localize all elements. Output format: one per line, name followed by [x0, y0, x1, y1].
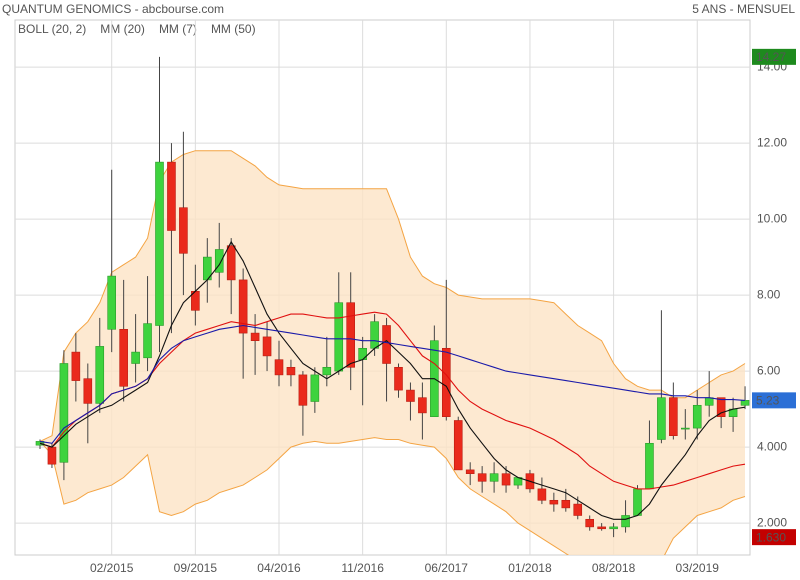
candle-body — [633, 488, 642, 516]
candle-body — [370, 321, 379, 349]
y-tick-label: 4.000 — [757, 439, 787, 453]
legend-entry: MM (50) — [211, 22, 256, 36]
candle-body — [704, 397, 714, 406]
x-tick-label: 01/2018 — [508, 561, 552, 575]
legend: BOLL (20, 2) MM (20) MM (7) MM (50) — [18, 22, 256, 36]
candle-body — [262, 336, 272, 357]
price-label: 1.630 — [756, 530, 786, 544]
candle-body — [274, 359, 284, 376]
candle-body — [286, 366, 296, 376]
y-tick-label: 2.000 — [757, 515, 787, 529]
candle-body — [645, 442, 654, 490]
candle-body — [310, 374, 320, 402]
candle-body — [59, 363, 69, 463]
legend-entry: BOLL (20, 2) — [18, 22, 86, 36]
candle-body — [441, 347, 451, 417]
candle-body — [621, 515, 630, 528]
plot — [35, 56, 750, 555]
chart-subtitle: 5 ANS - MENSUEL — [692, 2, 795, 16]
candle-body — [358, 347, 367, 360]
candle-body — [501, 473, 511, 486]
chart-title: QUANTUM GENOMICS - abcbourse.com — [2, 2, 224, 16]
price-label: 5.23 — [756, 394, 780, 408]
legend-entry: MM (20) — [100, 22, 145, 36]
y-tick-label: 10.00 — [757, 211, 787, 225]
legend-entry: MM (7) — [159, 22, 197, 36]
candle-body — [561, 499, 571, 509]
candle-body — [418, 397, 427, 414]
x-tick-label: 09/2015 — [174, 561, 218, 575]
candle-body — [692, 404, 702, 429]
candle-body — [549, 499, 559, 505]
candle-body — [83, 378, 93, 404]
price-box — [752, 392, 796, 409]
candle-body — [322, 366, 332, 376]
candle-body — [47, 446, 57, 465]
candle-body — [226, 245, 236, 281]
candle-body — [657, 397, 666, 440]
candle-body — [95, 346, 105, 404]
candle-body — [573, 503, 583, 516]
x-tick-label: 03/2019 — [676, 561, 720, 575]
candle-body — [453, 420, 463, 471]
candle-body — [107, 275, 116, 330]
candle-body — [298, 374, 308, 406]
candle-body — [346, 302, 356, 368]
band-lower — [39, 437, 746, 555]
candle-body — [537, 488, 547, 501]
candle-body — [394, 366, 403, 391]
y-tick-label: 6.00 — [757, 363, 781, 377]
candle-body — [489, 473, 499, 482]
candle-body — [155, 161, 164, 326]
candle-body — [716, 397, 726, 417]
candle-body — [740, 400, 750, 406]
candle-body — [477, 473, 487, 482]
candle-body — [382, 325, 391, 364]
x-tick-label: 11/2016 — [341, 561, 384, 575]
candle-body — [465, 469, 475, 474]
moving-average — [39, 240, 746, 520]
price-box — [752, 529, 796, 546]
candle-body — [250, 332, 260, 341]
candle-body — [669, 397, 678, 436]
x-tick-label: 04/2016 — [257, 561, 301, 575]
candle-body — [406, 389, 415, 402]
x-tick-label: 06/2017 — [425, 561, 469, 575]
price-label: 14.27 — [756, 50, 786, 64]
moving-average — [39, 324, 746, 444]
candle-body — [680, 427, 690, 430]
x-tick-label: 02/2015 — [90, 561, 134, 575]
candle-body — [167, 161, 176, 231]
candle-body — [238, 279, 248, 334]
candle-body — [35, 441, 45, 446]
candle-body — [597, 526, 606, 530]
candle-body — [119, 328, 128, 387]
x-tick-label: 08/2018 — [592, 561, 636, 575]
candle-body — [131, 351, 140, 364]
moving-average — [39, 311, 746, 490]
candle-body — [334, 302, 344, 372]
candle-body — [214, 249, 224, 273]
price-box — [752, 48, 796, 65]
candle-body — [585, 518, 595, 528]
candle-body — [609, 526, 618, 530]
candle-body — [71, 351, 81, 381]
y-tick-label: 12.00 — [757, 135, 787, 149]
candle-body — [143, 323, 152, 359]
candle-body — [179, 207, 188, 254]
y-tick-label: 8.00 — [757, 287, 781, 301]
